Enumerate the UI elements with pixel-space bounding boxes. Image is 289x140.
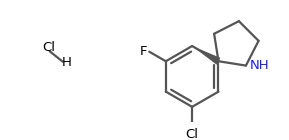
- Polygon shape: [192, 46, 221, 65]
- Text: NH: NH: [249, 59, 269, 72]
- Text: F: F: [140, 45, 147, 58]
- Text: H: H: [61, 56, 71, 69]
- Text: Cl: Cl: [43, 41, 56, 54]
- Text: Cl: Cl: [186, 128, 199, 140]
